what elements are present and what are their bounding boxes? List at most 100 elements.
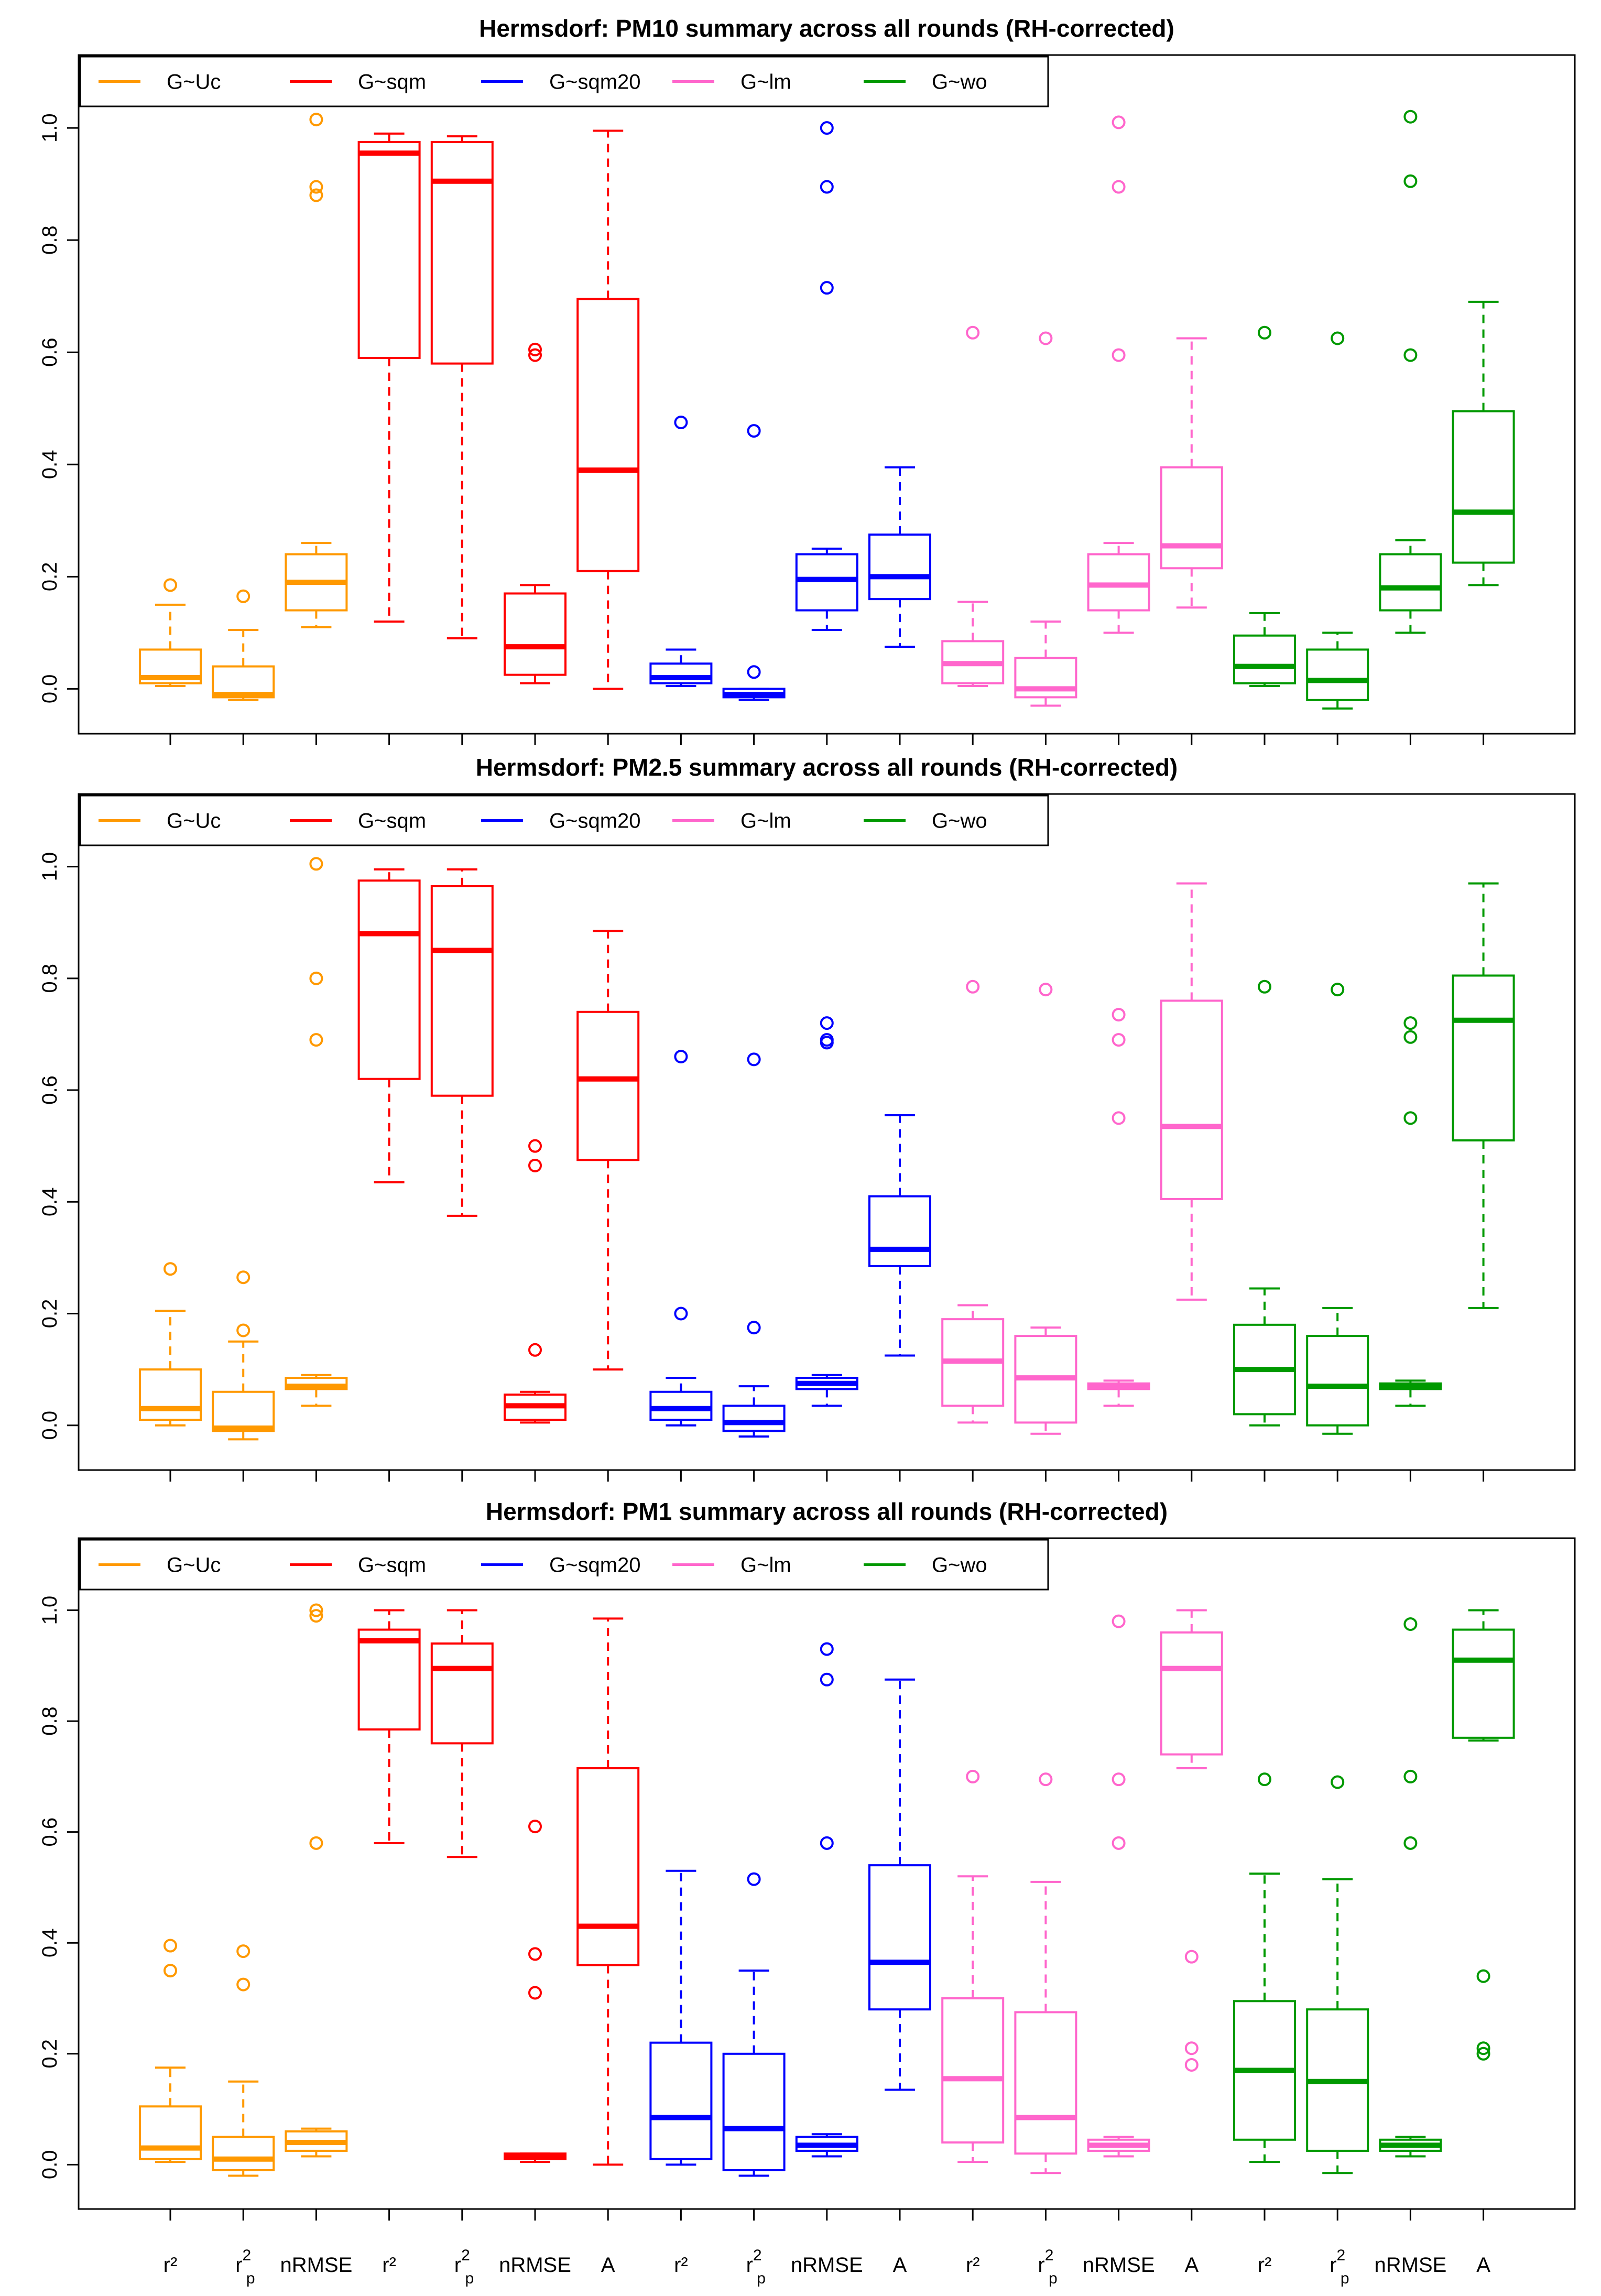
legend-label: G~sqm20 [549, 1554, 641, 1577]
box-15 [1160, 882, 1223, 1301]
y-tick-label: 0.0 [38, 1411, 61, 1440]
outlier-point [966, 325, 980, 340]
box-iqr [868, 1864, 931, 2011]
outlier-point [1403, 1769, 1418, 1783]
outlier-point [674, 1050, 688, 1064]
outlier-point [1039, 1772, 1053, 1787]
outlier-point [747, 1321, 761, 1335]
box-13 [1014, 983, 1077, 1435]
box-13 [1014, 1772, 1077, 2174]
box-iqr [504, 592, 567, 676]
outlier-point [820, 281, 834, 295]
y-tick-label: 0.8 [38, 964, 61, 993]
outlier-point [236, 1944, 251, 1958]
x-tick-label-sup: 2 [243, 2247, 252, 2264]
outlier-point [164, 1939, 177, 1953]
chart-panel-2: Hermsdorf: PM2.5 summary across all roun… [38, 754, 1576, 1482]
y-tick-label: 0.2 [38, 562, 61, 592]
box-13 [1014, 331, 1077, 707]
outlier-point [309, 113, 323, 127]
box-2 [212, 1270, 275, 1441]
legend-label: G~sqm [358, 1554, 426, 1577]
box-17 [1306, 983, 1369, 1435]
outlier-point [747, 424, 761, 438]
x-tick-label: A [893, 2254, 907, 2277]
outlier-point [236, 589, 251, 603]
legend-label: G~lm [740, 810, 791, 833]
box-5 [430, 868, 494, 1217]
box-iqr [430, 1642, 494, 1745]
outlier-point [820, 1016, 834, 1030]
box-3 [285, 857, 348, 1407]
chart-title: Hermsdorf: PM1 summary across all rounds… [486, 1498, 1168, 1525]
x-tick-label-sub: p [246, 2270, 255, 2287]
outlier-point [820, 1672, 834, 1686]
outlier-point [1403, 174, 1418, 188]
box-iqr [722, 1405, 786, 1432]
outlier-point [528, 342, 542, 356]
box-iqr [1452, 1628, 1515, 1739]
box-10 [795, 1642, 858, 2158]
box-9 [722, 1052, 786, 1438]
box-9 [722, 424, 786, 701]
box-iqr [357, 879, 421, 1080]
outlier-point [1331, 983, 1345, 997]
box-17 [1306, 331, 1369, 710]
box-iqr [1014, 2011, 1077, 2155]
outlier-point [966, 1769, 980, 1783]
outlier-point [1403, 110, 1418, 124]
outlier-point [1476, 2047, 1490, 2061]
box-15 [1160, 1609, 1223, 2072]
box-1 [139, 1939, 202, 2163]
x-tick-label: nRMSE [499, 2254, 571, 2277]
box-11 [868, 1114, 931, 1357]
box-12 [941, 1769, 1005, 2163]
box-19 [1452, 300, 1515, 586]
outlier-point [820, 121, 834, 135]
box-5 [430, 1609, 494, 1858]
outlier-point [236, 1270, 251, 1285]
outlier-point [747, 1052, 761, 1067]
legend-label: G~wo [932, 71, 987, 94]
x-tick-label-sub: p [757, 2270, 766, 2287]
legend-label: G~Uc [167, 71, 221, 94]
y-tick-label: 0.6 [38, 338, 61, 367]
box-19 [1452, 882, 1515, 1309]
outlier-point [747, 1872, 761, 1886]
y-tick-label: 0.6 [38, 1818, 61, 1847]
box-iqr [357, 140, 421, 359]
outlier-point [1184, 2041, 1199, 2055]
outlier-point [820, 1642, 834, 1656]
outlier-point [820, 1836, 834, 1850]
outlier-point [1476, 2041, 1490, 2055]
legend-label: G~sqm20 [549, 810, 641, 833]
box-iqr [1160, 1631, 1223, 1756]
outlier-point [1403, 1111, 1418, 1125]
box-iqr [430, 885, 494, 1097]
box-4 [357, 1609, 421, 1844]
box-18 [1379, 110, 1442, 634]
outlier-point [1112, 1111, 1126, 1125]
box-iqr [212, 1390, 275, 1432]
y-tick-label: 0.8 [38, 225, 61, 255]
legend-label: G~lm [740, 1554, 791, 1577]
box-iqr [795, 553, 858, 612]
outlier-point [1184, 1950, 1199, 1964]
outlier-point [747, 665, 761, 679]
box-iqr [941, 1997, 1005, 2144]
outlier-point [528, 1343, 542, 1357]
legend-label: G~Uc [167, 810, 221, 833]
box-12 [941, 980, 1005, 1424]
box-iqr [1306, 648, 1369, 701]
y-tick-label: 0.2 [38, 1299, 61, 1329]
x-tick-label: nRMSE [280, 2254, 352, 2277]
outlier-point [1476, 1969, 1490, 1983]
outlier-point [164, 1964, 177, 1978]
box-17 [1306, 1775, 1369, 2174]
outlier-point [528, 1986, 542, 2000]
outlier-point [1112, 348, 1126, 362]
y-tick-label: 0.4 [38, 1187, 61, 1216]
outlier-point [1112, 1008, 1126, 1022]
outlier-point [1331, 331, 1345, 345]
x-tick-label: A [601, 2254, 615, 2277]
